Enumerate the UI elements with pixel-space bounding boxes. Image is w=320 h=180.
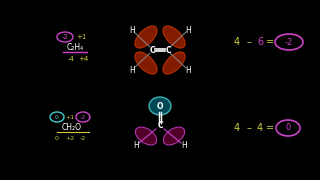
Ellipse shape (163, 52, 185, 74)
Text: –: – (247, 123, 252, 133)
Text: C: C (165, 46, 171, 55)
Text: -4: -4 (68, 56, 75, 62)
Text: H: H (129, 26, 135, 35)
Text: -2: -2 (61, 34, 68, 40)
Text: =: = (266, 37, 274, 47)
Text: 4: 4 (234, 123, 240, 133)
Text: C: C (157, 120, 163, 129)
Ellipse shape (163, 26, 185, 48)
Text: H: H (129, 66, 135, 75)
Text: +4: +4 (78, 56, 88, 62)
Text: H: H (181, 141, 187, 150)
Ellipse shape (135, 52, 157, 74)
Text: 0: 0 (55, 136, 59, 141)
Text: –: – (247, 37, 252, 47)
Text: =: = (266, 123, 274, 133)
Text: +1: +1 (76, 34, 86, 40)
Text: 0: 0 (55, 114, 59, 120)
Text: H: H (185, 26, 191, 35)
Ellipse shape (149, 97, 171, 115)
Text: +2: +2 (65, 136, 75, 141)
Text: +1: +1 (65, 114, 75, 120)
Text: -2: -2 (80, 114, 86, 120)
Text: CH₂O: CH₂O (62, 123, 82, 132)
Text: 0: 0 (285, 123, 291, 132)
Text: 6: 6 (257, 37, 263, 47)
Ellipse shape (135, 127, 156, 145)
Text: H: H (133, 141, 139, 150)
Text: -2: -2 (80, 136, 86, 141)
Ellipse shape (135, 26, 157, 48)
Text: -2: -2 (285, 37, 293, 46)
Ellipse shape (164, 127, 185, 145)
Text: O: O (157, 102, 163, 111)
Text: H: H (185, 66, 191, 75)
Text: 4: 4 (257, 123, 263, 133)
Text: C: C (149, 46, 155, 55)
Text: 4: 4 (234, 37, 240, 47)
Text: C₂H₄: C₂H₄ (67, 42, 84, 51)
